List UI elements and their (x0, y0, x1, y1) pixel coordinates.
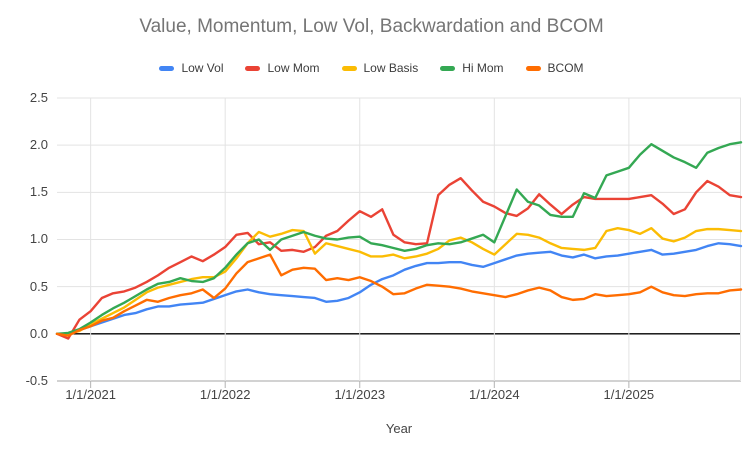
legend-item-low-basis: Low Basis (341, 61, 419, 75)
x-axis: 1/1/2021 1/1/2022 1/1/2023 1/1/2024 1/1/… (57, 387, 741, 403)
x-tick-label: 1/1/2021 (65, 387, 116, 402)
x-axis-title: Year (385, 421, 413, 436)
legend-label-bcom: BCOM (547, 61, 584, 75)
legend: Low Vol Low Mom Low Basis Hi Mom BCOM (0, 59, 743, 77)
series-line-hi-mom (55, 141, 743, 336)
y-axis: 2.5 2.0 1.5 1.0 0.5 0.0 -0.5 (0, 0, 48, 458)
legend-label-hi-mom: Hi Mom (462, 61, 504, 75)
y-tick-label: 2.0 (29, 137, 48, 152)
plot-area (55, 97, 743, 388)
y-tick-label: 1.0 (29, 231, 48, 246)
x-tick-label: 1/1/2023 (334, 387, 386, 402)
series-line-bcom (55, 253, 743, 337)
legend-swatch-low-vol (159, 65, 175, 71)
x-tick-label: 1/1/2022 (199, 387, 251, 402)
x-tick-label: 1/1/2025 (603, 387, 655, 402)
legend-label-low-mom: Low Mom (267, 61, 320, 75)
series-line-low-basis (55, 226, 743, 336)
legend-label-low-basis: Low Basis (363, 61, 419, 75)
legend-item-bcom: BCOM (525, 61, 584, 75)
legend-swatch-hi-mom (440, 65, 456, 71)
legend-item-low-vol: Low Vol (159, 61, 223, 75)
y-tick-label: 2.5 (29, 90, 48, 105)
series-line-low-vol (55, 242, 743, 336)
legend-item-hi-mom: Hi Mom (440, 61, 504, 75)
legend-item-low-mom: Low Mom (245, 61, 320, 75)
y-tick-label: 1.5 (29, 184, 48, 199)
series-line-low-mom (55, 176, 743, 340)
y-tick-label: -0.5 (25, 373, 48, 388)
legend-label-low-vol: Low Vol (181, 61, 224, 75)
chart-title: Value, Momentum, Low Vol, Backwardation … (139, 16, 604, 37)
x-tick-label: 1/1/2024 (468, 387, 520, 402)
y-tick-label: 0.5 (29, 279, 48, 294)
y-tick-label: 0.0 (29, 326, 48, 341)
legend-swatch-low-mom (245, 65, 261, 71)
legend-swatch-low-basis (341, 65, 357, 71)
legend-swatch-bcom (525, 65, 541, 71)
